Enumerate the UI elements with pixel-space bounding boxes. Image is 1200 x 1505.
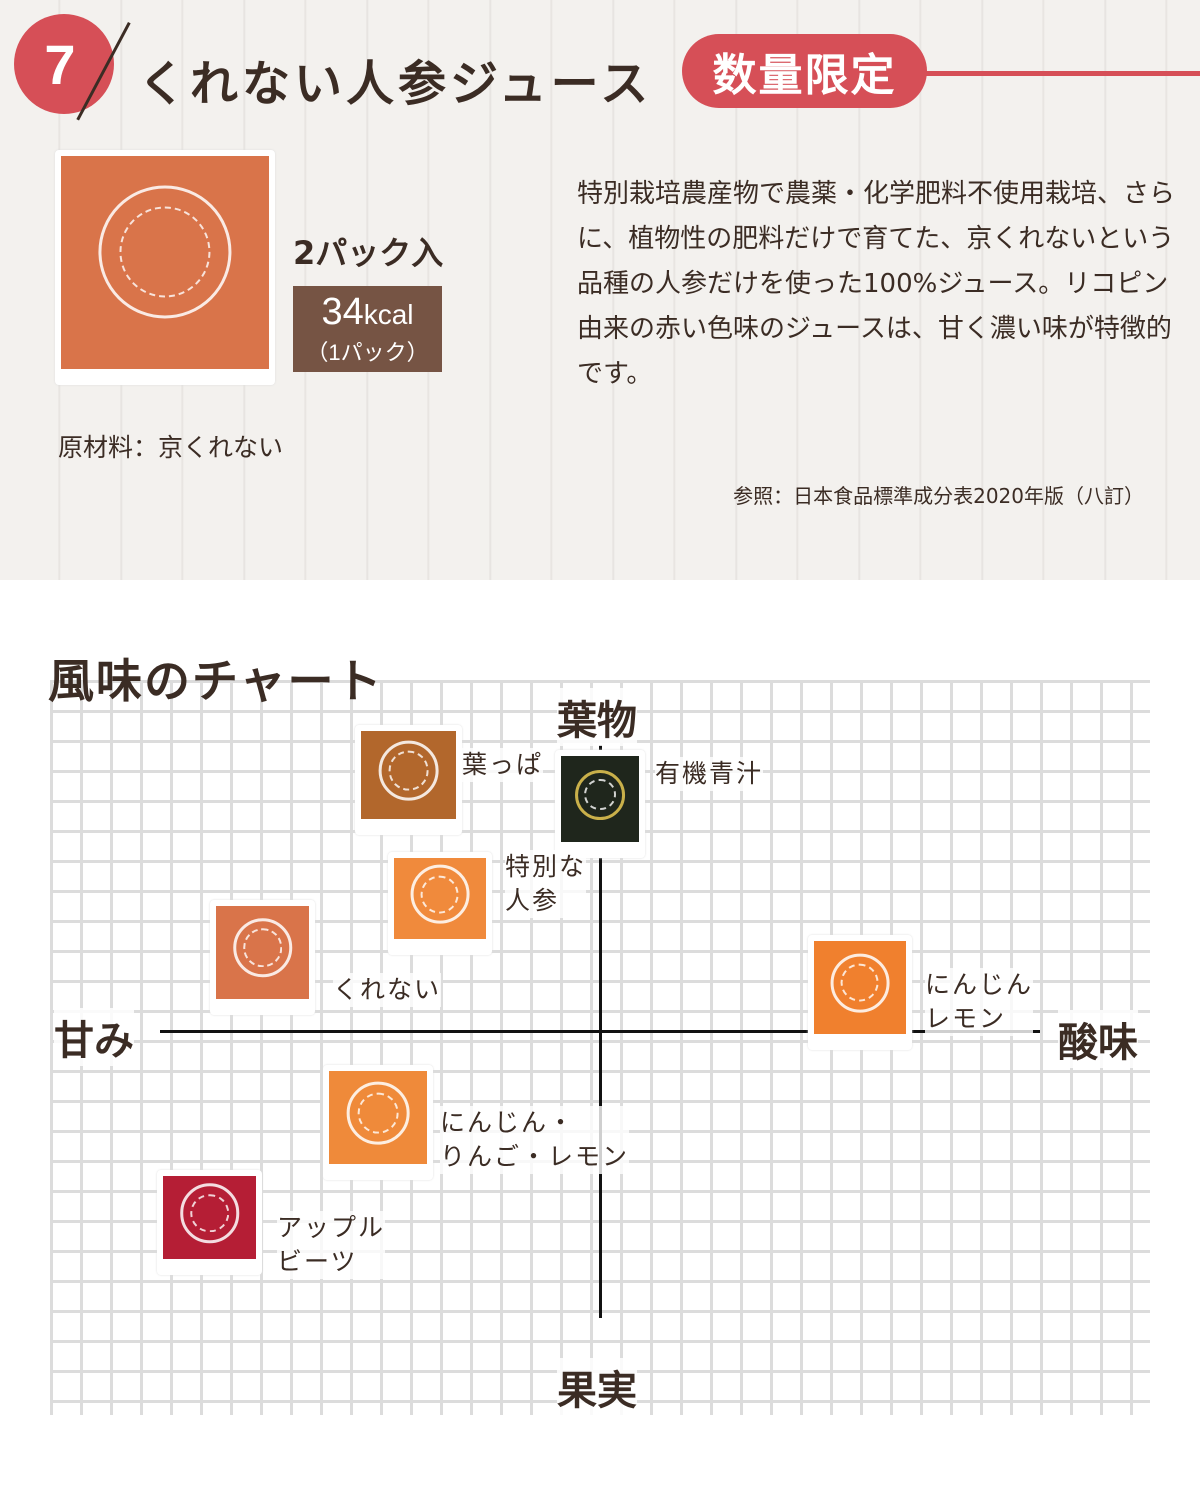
kcal-note: （1パック） <box>306 340 429 365</box>
axis-label-bottom: 果実 <box>557 1358 637 1416</box>
chart-item-label: 有機青汁 <box>655 757 764 791</box>
product-title: くれない人参ジュース <box>138 56 653 112</box>
logo-icon <box>575 769 625 820</box>
logo-icon <box>179 1183 240 1244</box>
description: 特別栽培農産物で農薬・化学肥料不使用栽培、さらに、植物性の肥料だけで育てた、京く… <box>577 179 1176 389</box>
chart-product-image <box>355 725 462 835</box>
chart-item-label: 葉っぱ <box>462 748 544 782</box>
logo-icon <box>410 865 470 924</box>
header-rule <box>900 71 1200 76</box>
chart-item-label: にんじん レモン <box>925 968 1034 1036</box>
pack-count: 2パック入 <box>293 234 444 272</box>
chart-product-image <box>808 935 912 1050</box>
axis-label-top: 葉物 <box>557 688 637 746</box>
chart-item-label: にんじん・ りんご・レモン <box>440 1106 630 1174</box>
chart-product-image <box>157 1170 262 1275</box>
chart-item-label: 特別な 人参 <box>505 850 587 918</box>
chart-product-image <box>388 852 492 955</box>
logo-icon <box>830 953 890 1013</box>
logo-icon <box>232 918 293 978</box>
product-image <box>55 150 275 385</box>
reference-note: 参照：日本食品標準成分表2020年版（八訂） <box>733 484 1144 508</box>
item-number-badge: 7 <box>14 14 114 114</box>
chart-product-image <box>210 900 315 1015</box>
limited-badge: 数量限定 <box>682 34 927 108</box>
chart-product-image <box>555 750 645 858</box>
chart-product-image <box>323 1065 433 1180</box>
ingredients: 原材料：京くれない <box>58 433 284 462</box>
logo-icon <box>98 185 232 319</box>
logo-icon <box>346 1081 410 1145</box>
chart-item-label: アップル ビーツ <box>277 1211 386 1279</box>
calorie-box: 34kcal （1パック） <box>293 286 442 372</box>
axis-label-left: 甘み <box>54 1008 134 1066</box>
kcal-value: 34 <box>321 291 364 333</box>
logo-icon <box>378 740 439 801</box>
axis-label-right: 酸味 <box>1058 1010 1138 1068</box>
kcal-unit: kcal <box>363 299 414 330</box>
vertical-axis <box>599 745 602 1318</box>
product-section: 7 くれない人参ジュース 数量限定 2パック入 34kcal （1パック） 原材… <box>0 0 1200 580</box>
chart-title: 風味のチャート <box>48 654 384 708</box>
chart-item-label: くれない <box>333 973 442 1007</box>
